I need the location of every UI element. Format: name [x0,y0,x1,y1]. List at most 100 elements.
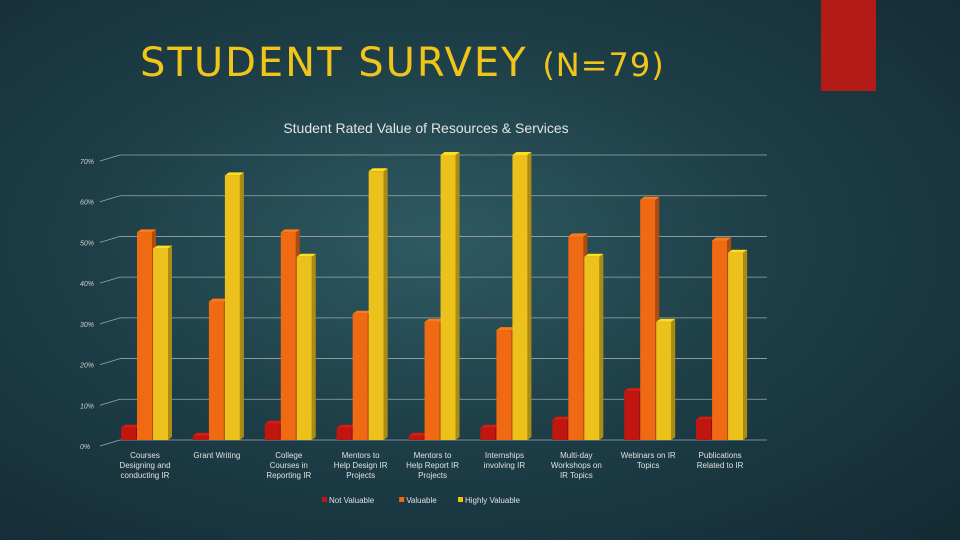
bar-top [640,196,660,200]
bar [352,313,368,440]
bar-top [137,229,156,233]
gridline-depth [99,398,121,406]
x-tick-label: Grant Writing [193,451,240,460]
legend-swatch [399,497,405,502]
x-tick-label: involving IR [484,461,526,470]
chart-title: Student Rated Value of Resources & Servi… [283,120,568,136]
y-tick-label: 0% [80,444,90,451]
x-tick-label: Topics [637,461,660,470]
bar-top [696,416,716,420]
x-tick-label: Help Design IR [334,461,388,470]
bar-top [368,168,388,172]
bar-top [440,152,460,155]
gridline-depth [99,276,121,284]
legend-label: Not Valuable [329,496,375,505]
bar-side [455,152,460,440]
bar-top [408,432,428,436]
legend-swatch [322,497,327,502]
bar-top [552,416,572,420]
bar [496,330,512,440]
slide-title-sample-size: (N=79) [542,46,665,84]
x-tick-label: Publications [699,451,742,460]
x-tick-label: Mentors to [342,451,380,460]
bar-side [383,168,388,441]
y-tick-label: 70% [80,159,94,166]
bar [480,427,496,440]
bar [121,427,136,440]
bar [656,321,672,440]
bar-top [192,432,212,436]
bar [640,199,656,440]
gridline-depth [99,236,121,243]
bar-side [311,253,316,440]
bar [696,419,712,440]
legend-label: Highly Valuable [465,496,521,505]
bar [584,256,600,440]
bar-top [480,424,500,428]
gridline-depth [99,195,121,203]
y-tick-label: 50% [80,240,94,247]
bar-top [728,249,748,253]
bar [280,232,296,440]
bar [264,423,280,440]
bar-top [352,310,372,314]
bar-top [624,388,644,392]
bar-top [280,229,300,233]
bar [424,321,440,440]
bar [336,427,352,440]
x-tick-label: Related to IR [697,461,744,470]
bar-top [424,318,444,322]
x-tick-label: Workshops on [551,461,602,470]
bar-top [296,253,316,257]
bar-side [527,152,532,440]
x-tick-label: College [275,451,303,460]
bar-top [584,253,604,257]
bar-top [496,327,516,331]
x-tick-label: Help Report IR [406,461,459,470]
bar-side [671,318,676,440]
bar-top [712,237,732,241]
gridline-depth [99,154,121,162]
x-tick-label: conducting IR [121,471,170,480]
bar-side [599,253,604,440]
bar [624,391,640,440]
x-tick-label: Webinars on IR [621,451,676,460]
bar-top [153,245,172,249]
y-tick-label: 10% [80,403,94,410]
bar [512,155,528,440]
x-tick-label: Multi-day [560,451,592,460]
bar-top [568,233,588,237]
bar-top [121,424,140,428]
y-tick-label: 30% [80,322,94,329]
bar [368,171,384,441]
y-tick-label: 20% [79,363,94,370]
bar [296,256,312,440]
bar-side [239,172,244,440]
y-tick-label: 60% [80,200,94,207]
bar [192,435,208,440]
bar-top [336,424,356,428]
slide-title: STUDENT SURVEY (N=79) [140,40,665,86]
bar [728,252,744,440]
gridline-depth [99,358,121,365]
bar-top [208,298,228,302]
bar [153,248,168,440]
x-tick-label: Reporting IR [266,471,311,480]
bar-top [264,420,284,424]
bar [712,240,728,440]
gridline-depth [99,439,121,447]
bar [408,435,424,440]
gridline-depth [99,317,121,325]
x-tick-label: Courses in [270,461,308,470]
y-tick-label: 40% [80,281,94,288]
bar-side [168,245,172,440]
bar [552,419,568,440]
bar [208,301,224,440]
x-tick-label: Projects [346,471,375,480]
bar-side [743,249,748,440]
x-tick-label: Designing and [119,461,170,470]
x-tick-label: IR Topics [560,471,593,480]
bar [224,175,240,440]
x-tick-label: Mentors to [414,451,452,460]
accent-block [821,0,876,91]
